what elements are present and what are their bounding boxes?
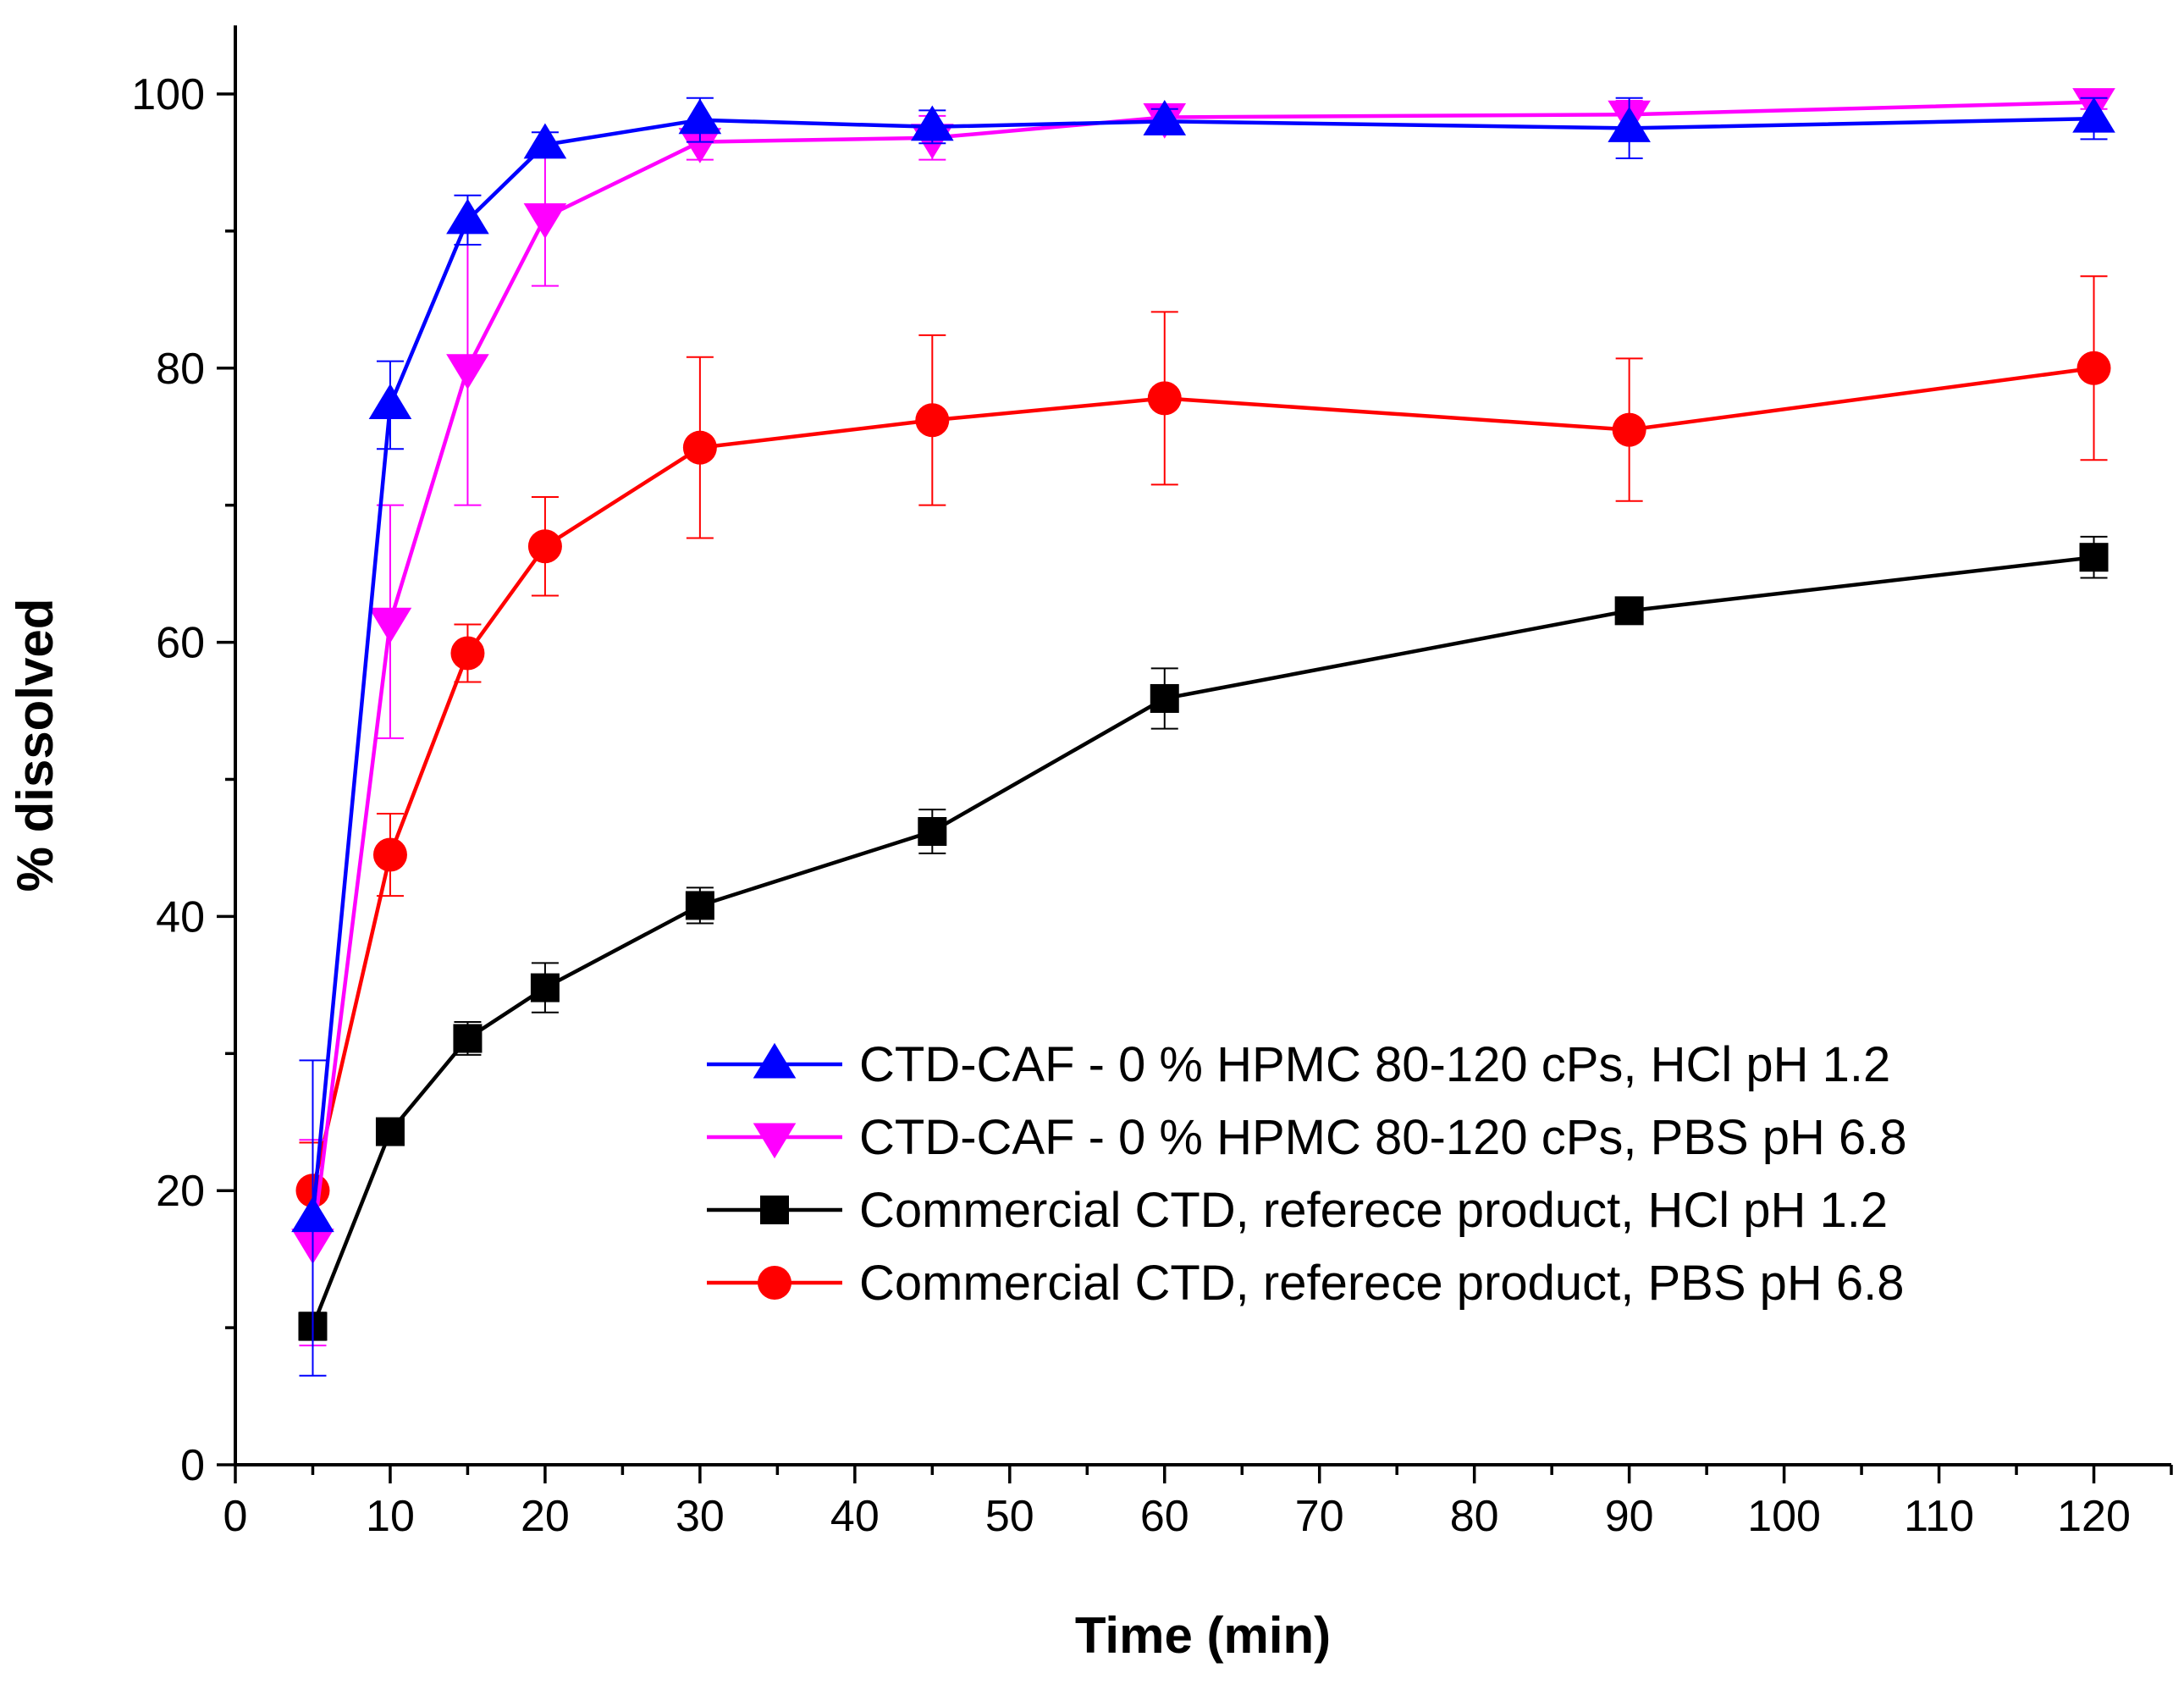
data-point: [678, 128, 722, 163]
axes: 0 10 20 30 40 50 60 70 80 90 100 110 120 0 20 40 60 80 100: [131, 25, 2173, 1541]
data-point: [915, 403, 950, 438]
y-tick-label: 80: [156, 345, 205, 394]
data-point: [1608, 107, 1651, 142]
x-tick-label: 20: [521, 1492, 570, 1541]
data-point: [2076, 351, 2111, 385]
x-tick-label: 80: [1450, 1492, 1499, 1541]
x-tick-label: 0: [223, 1492, 248, 1541]
data-point: [2079, 543, 2109, 572]
data-point: [918, 817, 947, 846]
legend-label: Commercial CTD, referece product, HCl pH…: [859, 1183, 1888, 1238]
data-point: [911, 105, 954, 141]
x-tick-label: 40: [830, 1492, 880, 1541]
data-point: [450, 636, 485, 671]
data-point: [1614, 596, 1644, 626]
legend-marker: [753, 1123, 797, 1159]
legend-marker: [760, 1196, 789, 1224]
data-point: [2072, 97, 2115, 133]
legend-item: Commercial CTD, referece product, HCl pH…: [707, 1183, 1888, 1238]
data-point: [527, 529, 562, 564]
x-axis-title: Time (min): [1075, 1607, 1331, 1664]
x-tick-label: 60: [1140, 1492, 1189, 1541]
y-tick-label: 20: [156, 1167, 205, 1216]
y-tick-label: 100: [131, 70, 205, 119]
data-point: [453, 1024, 483, 1053]
y-axis-title: % dissolved: [7, 599, 63, 892]
x-tick-label: 10: [366, 1492, 415, 1541]
series-1: [291, 97, 2115, 1377]
x-tick-label: 70: [1295, 1492, 1344, 1541]
x-tick-label: 90: [1605, 1492, 1654, 1541]
data-point: [368, 384, 412, 419]
x-tick-label: 100: [1747, 1492, 1821, 1541]
data-point: [523, 123, 567, 159]
data-point: [685, 891, 714, 920]
data-point: [372, 837, 407, 872]
data-point: [1143, 100, 1187, 135]
y-tick-label: 40: [156, 892, 205, 942]
series-4: [295, 275, 2111, 1240]
legend-item: CTD-CAF - 0 % HPMC 80-120 cPs, HCl pH 1.…: [707, 1037, 1890, 1092]
x-tick-label: 50: [985, 1492, 1034, 1541]
legend: CTD-CAF - 0 % HPMC 80-120 cPs, HCl pH 1.…: [707, 1037, 1907, 1311]
legend-label: CTD-CAF - 0 % HPMC 80-120 cPs, HCl pH 1.…: [859, 1037, 1890, 1092]
x-tick-label: 30: [676, 1492, 725, 1541]
legend-marker: [758, 1266, 791, 1300]
data-point: [446, 198, 489, 235]
data-point: [1147, 381, 1182, 416]
data-point: [291, 1196, 334, 1233]
y-tick-label: 0: [180, 1441, 205, 1490]
y-tick-label: 60: [156, 619, 205, 668]
legend-marker: [753, 1042, 797, 1079]
x-tick-label: 110: [1904, 1492, 1974, 1541]
series-3: [298, 535, 2109, 1341]
legend-item: Commercial CTD, referece product, PBS pH…: [707, 1256, 1905, 1311]
series-layer: [291, 88, 2115, 1377]
legend-item: CTD-CAF - 0 % HPMC 80-120 cPs, PBS pH 6.…: [707, 1110, 1907, 1165]
data-point: [523, 203, 567, 239]
data-point: [682, 430, 717, 465]
data-point: [678, 98, 722, 135]
data-point: [375, 1117, 405, 1146]
legend-label: CTD-CAF - 0 % HPMC 80-120 cPs, PBS pH 6.…: [859, 1110, 1907, 1165]
x-tick-label: 120: [2057, 1492, 2131, 1541]
data-point: [1612, 412, 1646, 447]
data-point: [368, 607, 412, 643]
data-point: [530, 973, 560, 1002]
data-point: [446, 354, 489, 390]
data-point: [1150, 683, 1179, 713]
legend-label: Commercial CTD, referece product, PBS pH…: [859, 1256, 1905, 1311]
